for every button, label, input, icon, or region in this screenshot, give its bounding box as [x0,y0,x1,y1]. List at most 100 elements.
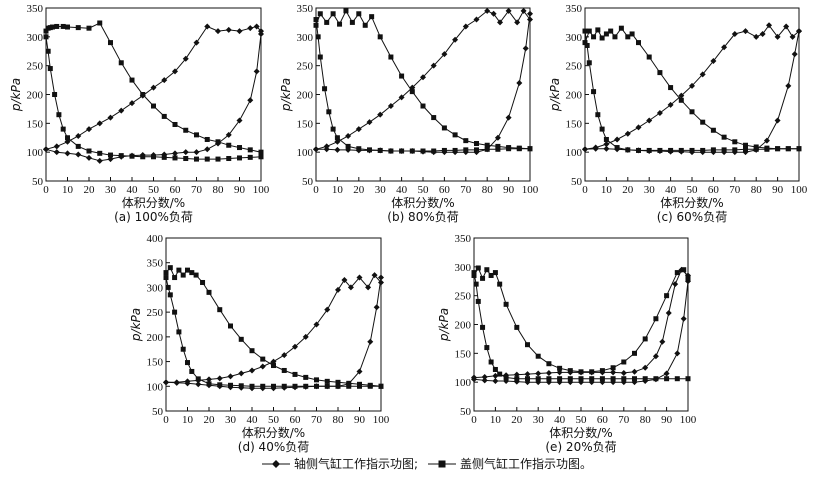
data-point-square [629,31,635,37]
data-point-square [172,121,178,127]
data-point-square [180,346,186,352]
data-point-square [535,353,541,359]
data-point-diamond [258,30,264,37]
y-axis-label: p/kPa [279,78,293,112]
data-point-diamond [225,131,232,138]
y-tick-label: 300 [27,32,44,44]
data-point-square [189,270,195,276]
data-point-diamond [96,157,103,164]
data-point-diamond [759,30,766,37]
series-line [316,13,531,153]
data-point-diamond [672,281,679,288]
data-point-diamond [387,103,394,110]
data-point-diamond [656,109,663,116]
series-line [473,268,689,379]
x-tick-label: 80 [213,184,225,196]
x-tick-label: 90 [354,414,366,426]
data-point-square [595,27,601,33]
y-tick-label: 200 [566,90,583,102]
diamond-marker-icon [272,460,280,468]
data-point-square [546,376,552,382]
data-point-square [247,147,253,153]
series-line [473,281,689,383]
x-tick-label: 20 [511,414,523,426]
data-point-diamond [75,151,82,158]
y-tick-label: 350 [566,3,583,15]
data-point-square [172,155,178,161]
x-tick-label: 70 [460,184,472,196]
data-point-square [215,156,221,162]
data-point-diamond [524,371,531,378]
data-point-square [452,132,458,138]
data-point-square [324,383,330,389]
data-point-diamond [378,274,384,281]
data-point-diamond [129,100,135,107]
data-point-square [163,270,169,276]
y-tick-label: 50 [571,176,583,188]
data-point-square [217,307,223,313]
data-point-square [183,127,189,133]
y-tick-label: 350 [147,258,164,270]
data-point-square [65,135,70,141]
data-point-square [527,146,533,152]
data-point-square [488,359,494,365]
data-point-square [140,92,146,97]
x-tick-label: 60 [708,184,720,196]
data-point-square [317,54,323,60]
series-line [584,31,799,151]
data-point-diamond [182,55,189,62]
data-point-diamond [371,272,378,279]
data-point-square [599,126,605,132]
data-point-diamond [791,51,798,58]
data-point-square [492,366,498,372]
x-tick-label: 30 [375,184,387,196]
data-point-square [163,275,169,281]
x-tick-label: 80 [751,184,763,196]
data-point-square [303,383,309,389]
data-point-diamond [378,279,384,286]
y-tick-label: 350 [297,3,314,15]
data-point-square [514,376,520,382]
data-point-square [618,25,624,31]
data-point-square [441,147,447,153]
data-point-diamond [107,156,114,163]
series-cover-side [43,20,264,155]
x-axis-label: 体积分数/% [122,195,185,210]
data-point-square [674,376,680,382]
x-tick-label: 40 [554,414,566,426]
data-point-square [516,146,522,152]
data-point-square [506,146,512,152]
data-point-square [608,28,614,34]
data-point-square [503,375,509,381]
data-point-diamond [172,68,178,75]
data-point-square [346,380,352,386]
data-point-diamond [86,126,92,133]
data-point-square [591,89,597,95]
data-point-square [495,146,501,152]
series-shaft-side [43,23,264,153]
series-shaft-side [163,274,384,392]
x-axis-label: 体积分数/% [549,425,612,440]
data-point-diamond [471,376,477,383]
data-point-diamond [365,284,372,291]
data-point-diamond [631,368,638,375]
data-point-diamond [481,373,488,380]
data-point-square [313,22,319,28]
data-point-square [349,19,355,25]
data-point-square [75,25,81,31]
data-point-diamond [516,79,523,86]
series-shaft-side [471,278,691,386]
chart-panel: 0 10 20 30 40 50 60 70 80 90 100 50 100 150 200 250 300 3… [129,233,390,454]
data-point-square [247,154,253,160]
data-point-square [215,139,221,145]
data-point-diamond [324,306,331,313]
data-point-diamond [520,7,527,14]
panel-caption: (c) 60%负荷 [657,210,727,224]
data-point-diamond [163,379,169,386]
series-line [165,277,382,389]
x-tick-label: 20 [84,184,96,196]
data-point-square [678,97,684,103]
data-point-diamond [347,284,354,291]
x-tick-label: 80 [640,414,652,426]
data-point-diamond [582,146,588,153]
